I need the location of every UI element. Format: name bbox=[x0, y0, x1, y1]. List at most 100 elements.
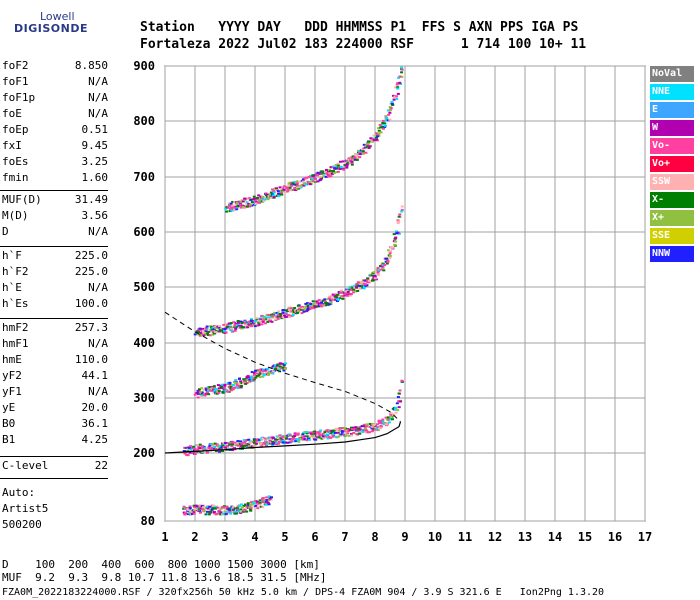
echo-point bbox=[196, 329, 200, 332]
echo-point bbox=[365, 429, 369, 432]
echo-point bbox=[400, 75, 404, 78]
echo-point bbox=[338, 160, 342, 163]
echo-point bbox=[288, 181, 292, 184]
echo-point bbox=[362, 423, 366, 426]
echo-point bbox=[400, 210, 404, 213]
echo-point bbox=[324, 168, 328, 171]
echo-point bbox=[220, 329, 224, 332]
echo-point bbox=[198, 504, 202, 507]
echo-point bbox=[340, 289, 344, 292]
echo-point bbox=[193, 453, 197, 456]
param-value: N/A bbox=[88, 337, 108, 350]
echo-point bbox=[400, 209, 404, 212]
echo-point bbox=[247, 438, 251, 441]
echo-point bbox=[266, 441, 270, 444]
echo-point bbox=[397, 400, 401, 403]
param-value: 4.25 bbox=[81, 433, 109, 446]
echo-point bbox=[329, 436, 333, 439]
echo-point bbox=[344, 434, 348, 437]
echo-point bbox=[348, 428, 352, 431]
echo-point bbox=[201, 327, 205, 330]
echo-point bbox=[206, 507, 210, 510]
echo-point bbox=[358, 150, 362, 153]
echo-point bbox=[354, 283, 358, 286]
echo-point bbox=[198, 447, 202, 450]
echo-point bbox=[206, 505, 210, 508]
echo-point bbox=[244, 322, 248, 325]
echo-point bbox=[367, 279, 371, 282]
echo-point bbox=[208, 386, 212, 389]
echo-point bbox=[250, 371, 254, 374]
echo-point bbox=[250, 503, 254, 506]
echo-point bbox=[326, 437, 330, 440]
echo-point bbox=[232, 447, 236, 450]
echo-point bbox=[229, 206, 233, 209]
echo-point bbox=[381, 420, 385, 423]
echo-point bbox=[388, 111, 392, 114]
echo-point bbox=[211, 507, 215, 510]
echo-point bbox=[367, 146, 371, 149]
echo-point bbox=[217, 324, 221, 327]
echo-point bbox=[214, 449, 218, 452]
echo-point bbox=[214, 447, 218, 450]
echo-point bbox=[271, 370, 275, 373]
echo-point bbox=[272, 190, 276, 193]
echo-point bbox=[360, 282, 364, 285]
echo-point bbox=[286, 441, 290, 444]
echo-point bbox=[336, 164, 340, 167]
echo-point bbox=[250, 375, 254, 378]
echo-point bbox=[400, 205, 404, 208]
echo-point bbox=[325, 302, 329, 305]
echo-point bbox=[226, 390, 230, 393]
echo-point bbox=[249, 198, 253, 201]
param-name: h`Es bbox=[2, 297, 29, 310]
echo-point bbox=[269, 319, 273, 322]
echo-point bbox=[388, 106, 392, 109]
echo-point bbox=[381, 127, 385, 130]
echo-point bbox=[296, 182, 300, 185]
echo-point bbox=[370, 140, 374, 143]
echo-point bbox=[267, 495, 271, 498]
echo-point bbox=[214, 331, 218, 334]
echo-point bbox=[203, 447, 207, 450]
echo-point bbox=[275, 438, 279, 441]
echo-point bbox=[260, 323, 264, 326]
echo-point bbox=[389, 412, 393, 415]
echo-point bbox=[339, 291, 343, 294]
echo-point bbox=[345, 166, 349, 169]
echo-point bbox=[342, 168, 346, 171]
echo-point bbox=[243, 508, 247, 511]
echo-point bbox=[254, 499, 258, 502]
echo-point bbox=[201, 394, 205, 397]
echo-point bbox=[398, 389, 402, 392]
echo-point bbox=[394, 237, 398, 240]
echo-point bbox=[348, 294, 352, 297]
echo-point bbox=[213, 325, 217, 328]
echo-point bbox=[238, 440, 242, 443]
echo-point bbox=[194, 507, 198, 510]
echo-point bbox=[373, 277, 377, 280]
echo-point bbox=[364, 427, 368, 430]
echo-point bbox=[209, 510, 213, 513]
echo-point bbox=[383, 126, 387, 129]
echo-point bbox=[224, 389, 228, 392]
echo-point bbox=[281, 367, 285, 370]
echo-point bbox=[387, 418, 391, 421]
echo-point bbox=[375, 136, 379, 139]
legend-item: W bbox=[650, 120, 694, 136]
echo-point bbox=[322, 304, 326, 307]
echo-point bbox=[221, 331, 225, 334]
echo-point bbox=[376, 267, 380, 270]
echo-point bbox=[366, 145, 370, 148]
param-value: N/A bbox=[88, 107, 108, 120]
echo-point bbox=[324, 175, 328, 178]
echo-point bbox=[252, 371, 256, 374]
echo-point bbox=[346, 292, 350, 295]
echo-point bbox=[233, 329, 237, 332]
echo-point bbox=[183, 513, 187, 516]
echo-point bbox=[311, 180, 315, 183]
echo-point bbox=[243, 326, 247, 329]
echo-point bbox=[266, 198, 270, 201]
echo-point bbox=[329, 298, 333, 301]
x-tick-label: 11 bbox=[458, 530, 472, 544]
